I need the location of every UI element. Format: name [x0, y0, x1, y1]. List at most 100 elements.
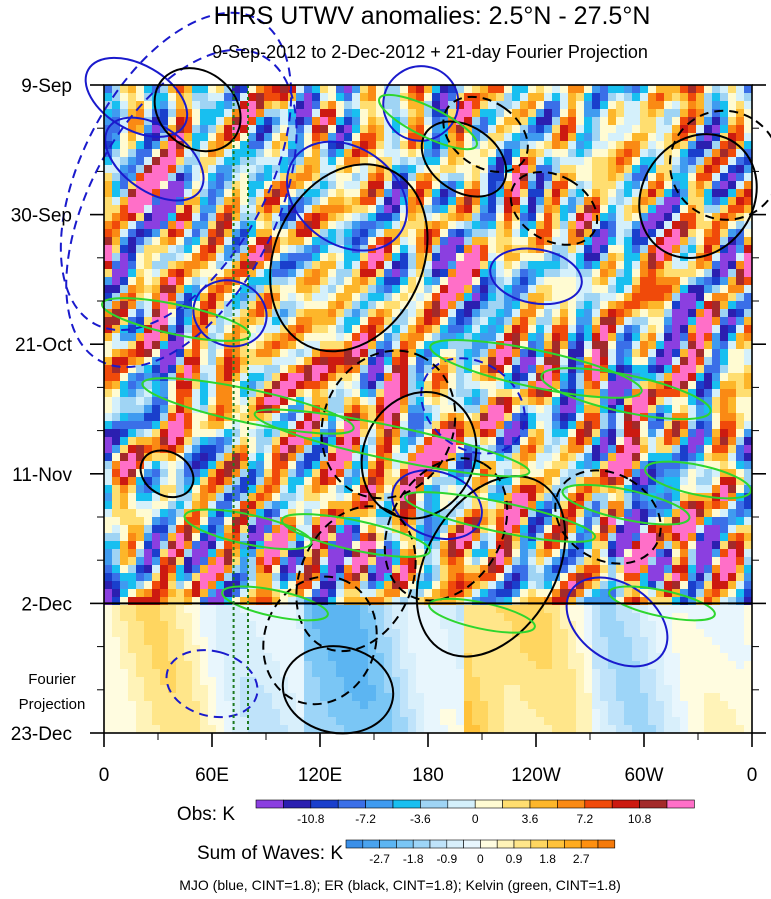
- field-cell: [288, 181, 297, 190]
- field-cell: [160, 381, 169, 390]
- field-cell: [384, 453, 393, 462]
- field-cell: [448, 149, 457, 158]
- field-cell: [512, 349, 521, 358]
- field-cell: [632, 109, 641, 118]
- field-cell: [632, 101, 641, 110]
- field-cell: [104, 165, 113, 174]
- field-cell: [568, 533, 577, 542]
- field-cell: [464, 485, 473, 494]
- field-cell: [224, 101, 233, 110]
- field-cell: [280, 261, 289, 270]
- field-cell: [112, 237, 121, 246]
- field-cell: [200, 549, 209, 558]
- field-cell: [400, 341, 409, 350]
- field-cell: [136, 125, 145, 134]
- field-cell: [656, 229, 665, 238]
- field-cell: [472, 245, 481, 254]
- field-cell: [536, 349, 545, 358]
- field-cell: [384, 469, 393, 478]
- field-cell: [320, 533, 329, 542]
- field-cell: [696, 477, 705, 486]
- field-cell: [200, 421, 209, 430]
- field-cell: [192, 109, 201, 118]
- field-cell: [216, 365, 225, 374]
- field-cell: [216, 437, 225, 446]
- field-cell: [240, 493, 249, 502]
- field-cell: [672, 109, 681, 118]
- field-cell: [240, 141, 249, 150]
- field-cell: [480, 453, 489, 462]
- field-cell: [512, 125, 521, 134]
- field-cell: [624, 349, 633, 358]
- field-cell: [616, 381, 625, 390]
- field-cell: [584, 437, 593, 446]
- field-cell: [624, 245, 633, 254]
- field-cell: [504, 125, 513, 134]
- field-cell: [360, 533, 369, 542]
- field-cell: [576, 293, 585, 302]
- field-cell: [232, 325, 241, 334]
- field-cell: [680, 309, 689, 318]
- field-cell: [520, 557, 529, 566]
- field-cell: [256, 501, 265, 510]
- field-cell: [344, 157, 353, 166]
- field-cell: [712, 157, 721, 166]
- field-cell: [672, 85, 681, 94]
- field-cell: [720, 165, 729, 174]
- field-cell: [656, 541, 665, 550]
- field-cell: [656, 373, 665, 382]
- field-cell: [288, 301, 297, 310]
- field-cell: [360, 565, 369, 574]
- field-cell: [624, 373, 633, 382]
- field-cell: [232, 485, 241, 494]
- field-cell: [152, 533, 161, 542]
- field-cell: [176, 365, 185, 374]
- field-cell: [168, 501, 177, 510]
- field-cell: [320, 261, 329, 270]
- field-cell: [408, 197, 417, 206]
- field-cell: [208, 269, 217, 278]
- field-cell: [464, 405, 473, 414]
- field-cell: [120, 565, 129, 574]
- field-cell: [256, 197, 265, 206]
- field-cell: [112, 253, 121, 262]
- field-cell: [200, 221, 209, 230]
- field-cell: [232, 421, 241, 430]
- field-cell: [512, 397, 521, 406]
- field-cell: [128, 309, 137, 318]
- field-cell: [176, 517, 185, 526]
- field-cell: [456, 349, 465, 358]
- field-cell: [528, 429, 537, 438]
- field-cell: [184, 549, 193, 558]
- field-cell: [400, 181, 409, 190]
- field-cell: [512, 341, 521, 350]
- field-cell: [160, 221, 169, 230]
- field-cell: [128, 493, 137, 502]
- field-cell: [656, 93, 665, 102]
- field-cell: [272, 317, 281, 326]
- field-cell: [152, 397, 161, 406]
- field-cell: [480, 405, 489, 414]
- field-cell: [440, 501, 449, 510]
- field-cell: [720, 357, 729, 366]
- field-cell: [184, 205, 193, 214]
- field-cell: [672, 141, 681, 150]
- field-cell: [240, 445, 249, 454]
- field-cell: [520, 565, 529, 574]
- field-cell: [208, 477, 217, 486]
- field-cell: [248, 461, 257, 470]
- field-cell: [360, 109, 369, 118]
- field-cell: [184, 229, 193, 238]
- field-cell: [696, 565, 705, 574]
- field-cell: [184, 165, 193, 174]
- field-cell: [416, 157, 425, 166]
- field-cell: [568, 261, 577, 270]
- field-cell: [304, 133, 313, 142]
- field-cell: [560, 269, 569, 278]
- field-cell: [328, 469, 337, 478]
- field-cell: [520, 125, 529, 134]
- field-cell: [400, 373, 409, 382]
- field-cell: [240, 437, 249, 446]
- field-cell: [520, 197, 529, 206]
